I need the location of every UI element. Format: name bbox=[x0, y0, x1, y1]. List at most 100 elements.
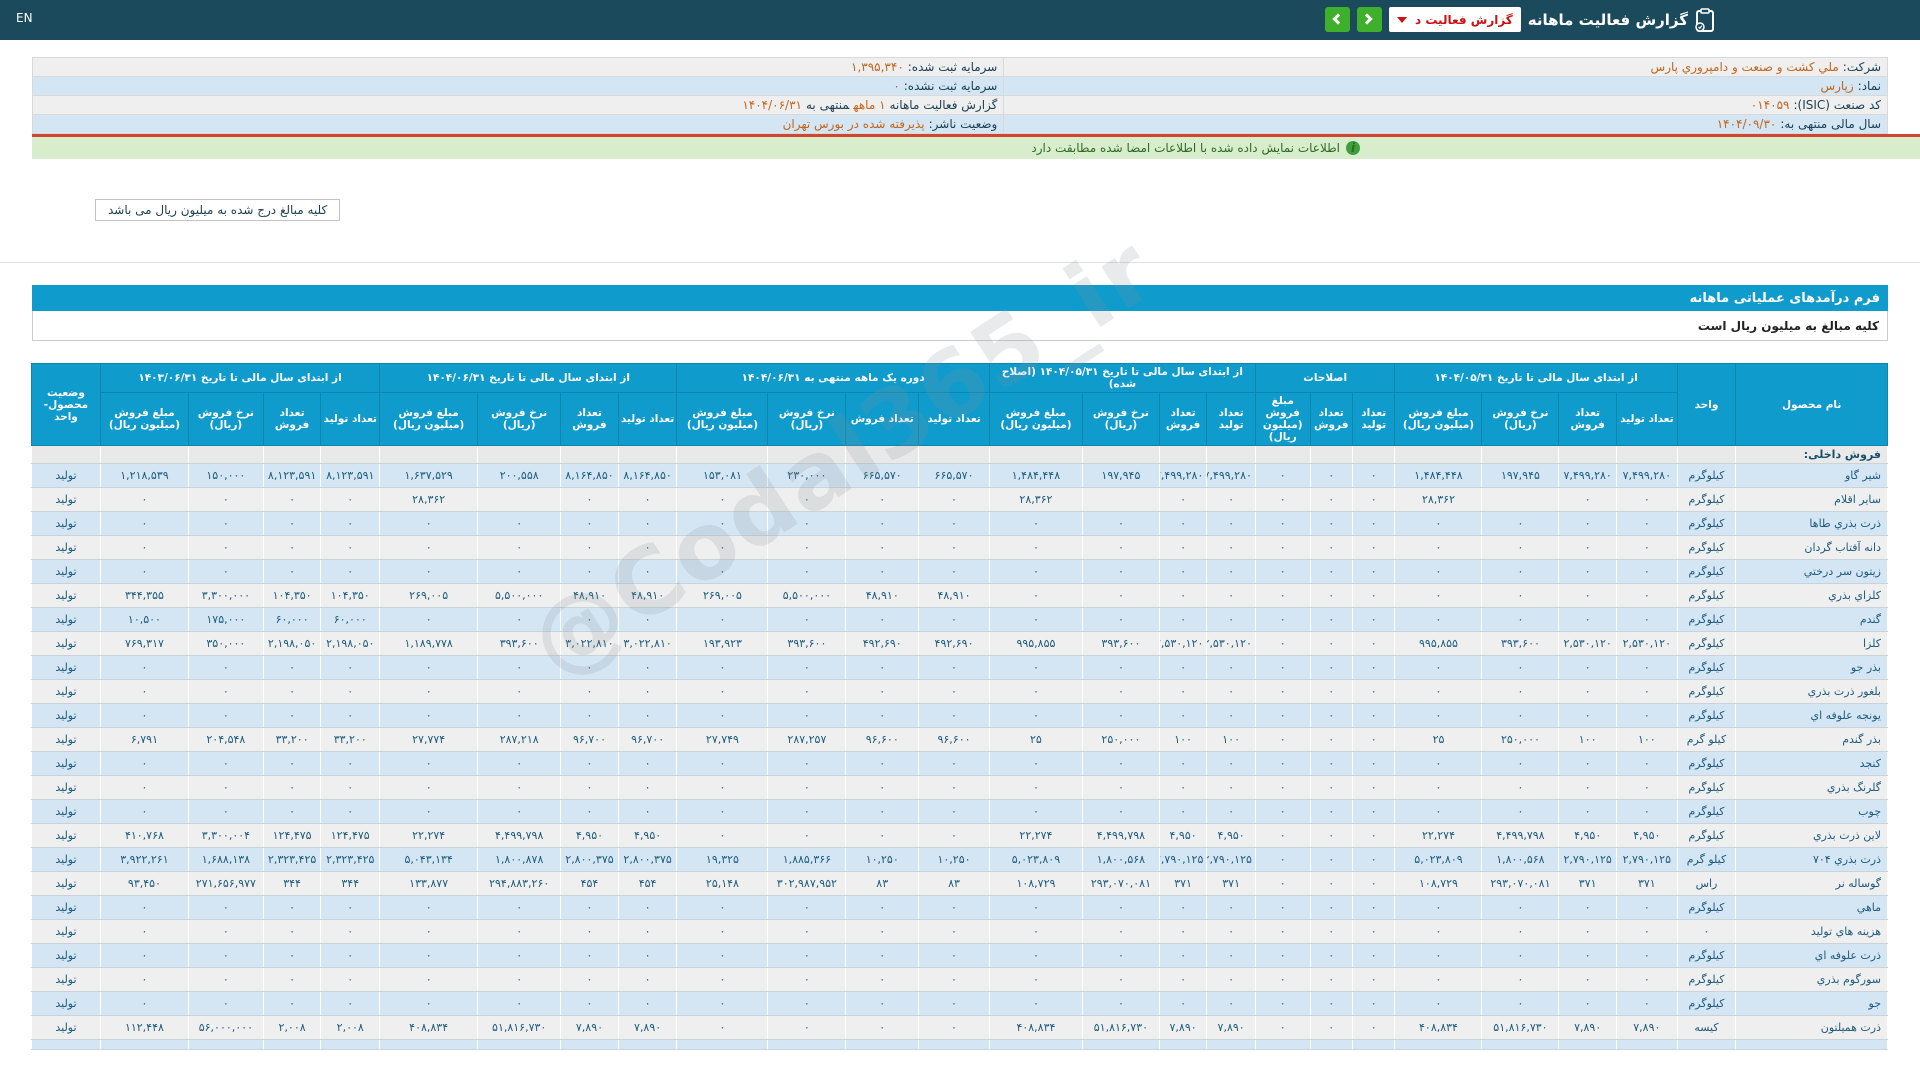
value-cell: ۰ bbox=[1482, 992, 1559, 1016]
value-cell: ۱۰,۲۵۰ bbox=[846, 848, 919, 872]
value-cell: ۰ bbox=[846, 800, 919, 824]
column-group-g0531: از ابتدای سال مالی تا تاریخ ۱۴۰۴/۰۵/۳۱ bbox=[1395, 364, 1677, 393]
value-cell: ۰ bbox=[321, 968, 380, 992]
next-report-button[interactable] bbox=[1357, 7, 1382, 32]
value-cell: ۱,۱۸۹,۷۷۸ bbox=[380, 632, 478, 656]
value-cell: ۰ bbox=[263, 944, 321, 968]
status-cell: تولید bbox=[32, 584, 101, 608]
value-cell: ۰ bbox=[1616, 992, 1677, 1016]
status-cell: تولید bbox=[32, 944, 101, 968]
unit-cell: کیلوگرم bbox=[1677, 992, 1736, 1016]
value-cell: ۲,۸۰۰,۳۷۵ bbox=[561, 848, 619, 872]
value-cell: ۰ bbox=[1559, 896, 1617, 920]
value-cell: ۰ bbox=[1616, 800, 1677, 824]
value-cell: ۰ bbox=[1082, 608, 1159, 632]
value-cell: ۰ bbox=[1353, 656, 1395, 680]
value-cell: ۰ bbox=[1559, 920, 1617, 944]
value-cell: ۰ bbox=[1395, 920, 1482, 944]
value-cell: ۰ bbox=[1159, 968, 1207, 992]
value-cell: ۰ bbox=[1353, 488, 1395, 512]
value-cell: ۰ bbox=[1207, 656, 1256, 680]
value-cell: ۰ bbox=[478, 536, 561, 560]
value-cell: ۰ bbox=[919, 920, 990, 944]
value-cell: ۱۰۰ bbox=[1159, 728, 1207, 752]
value-cell: ۹۶,۶۰۰ bbox=[919, 728, 990, 752]
value-cell: ۰ bbox=[677, 800, 768, 824]
empty-cell bbox=[32, 446, 101, 464]
value-cell: ۰ bbox=[919, 776, 990, 800]
status-cell: تولید bbox=[32, 968, 101, 992]
value-cell: ۷,۸۹۰ bbox=[618, 1016, 677, 1040]
value-cell: ۰ bbox=[1559, 488, 1617, 512]
value-cell: ۰ bbox=[1395, 656, 1482, 680]
horizontal-divider bbox=[0, 262, 1920, 263]
value-cell: ۰ bbox=[188, 752, 263, 776]
value-cell: ۰ bbox=[1395, 536, 1482, 560]
value-cell: ۱۵۳,۰۸۱ bbox=[677, 464, 768, 488]
value-cell: ۱,۸۰۰,۵۶۸ bbox=[1482, 848, 1559, 872]
info-value: ملي کشت و صنعت و دامپروري پارس bbox=[1647, 60, 1843, 74]
value-cell: ۰ bbox=[1255, 752, 1310, 776]
company-info-row: سال مالی منتهی به:۱۴۰۴/۰۹/۳۰وضعیت ناشر:پ… bbox=[33, 115, 1888, 134]
table-row: گوساله نرراس۳۷۱۳۷۱۲۹۳,۰۷۰,۰۸۱۱۰۸,۷۲۹۰۰۰۳… bbox=[32, 872, 1888, 896]
product-name-cell: ذرت علوفه اي bbox=[1736, 944, 1888, 968]
value-cell: ۰ bbox=[919, 560, 990, 584]
value-cell: ۰ bbox=[1482, 512, 1559, 536]
value-cell: ۸۳ bbox=[846, 872, 919, 896]
value-cell: ۲۵,۱۴۸ bbox=[677, 872, 768, 896]
top-bar: گزارش فعالیت ماهانه گزارش فعالیت د EN bbox=[0, 0, 1920, 40]
value-cell: ۰ bbox=[1395, 776, 1482, 800]
value-cell: ۰ bbox=[1255, 560, 1310, 584]
unit-cell: کیلوگرم bbox=[1677, 608, 1736, 632]
value-cell: ۴۸,۹۱۰ bbox=[561, 584, 619, 608]
value-cell: ۰ bbox=[1159, 608, 1207, 632]
table-row: یونجه علوفه ايکیلوگرم۰۰۰۰۰۰۰۰۰۰۰۰۰۰۰۰۰۰۰… bbox=[32, 704, 1888, 728]
value-cell: ۰ bbox=[768, 752, 846, 776]
value-cell: ۴,۹۵۰ bbox=[1159, 824, 1207, 848]
value-cell bbox=[1255, 1040, 1310, 1050]
value-cell: ۰ bbox=[618, 992, 677, 1016]
value-cell: ۰ bbox=[263, 896, 321, 920]
value-cell: ۵,۰۲۳,۸۰۹ bbox=[989, 848, 1082, 872]
value-cell: ۰ bbox=[919, 968, 990, 992]
value-cell: ۰ bbox=[1616, 896, 1677, 920]
value-cell: ۷,۴۹۹,۲۸۰ bbox=[1559, 464, 1617, 488]
value-cell: ۰ bbox=[846, 512, 919, 536]
value-cell: ۰ bbox=[677, 920, 768, 944]
value-cell: ۰ bbox=[919, 992, 990, 1016]
column-header-corrections-qty_produced: تعداد تولید bbox=[1353, 393, 1395, 446]
unit-cell: کیسه bbox=[1677, 1016, 1736, 1040]
value-cell bbox=[618, 1040, 677, 1050]
value-cell: ۰ bbox=[188, 944, 263, 968]
value-cell bbox=[1559, 1040, 1617, 1050]
value-cell: ۱۰۴,۳۵۰ bbox=[263, 584, 321, 608]
column-header-product: نام محصول bbox=[1736, 364, 1888, 446]
value-cell: ۲,۷۹۰,۱۲۵ bbox=[1616, 848, 1677, 872]
value-cell: ۰ bbox=[321, 704, 380, 728]
column-group-g0531_adjusted: از ابتدای سال مالی تا تاریخ ۱۴۰۴/۰۵/۳۱ (… bbox=[989, 364, 1255, 393]
value-cell: ۰ bbox=[1559, 680, 1617, 704]
value-cell: ۰ bbox=[1255, 632, 1310, 656]
language-toggle-en[interactable]: EN bbox=[16, 11, 33, 25]
signature-notice-bar: i اطلاعات نمایش داده شده با اطلاعات امضا… bbox=[32, 137, 1920, 159]
value-cell: ۲۰۴,۵۴۸ bbox=[188, 728, 263, 752]
info-value: ۱ ماهه bbox=[849, 98, 889, 112]
company-info-row: شرکت:ملي کشت و صنعت و دامپروري پارسسرمای… bbox=[33, 58, 1888, 77]
value-cell: ۰ bbox=[919, 680, 990, 704]
value-cell: ۰ bbox=[1353, 800, 1395, 824]
value-cell: ۰ bbox=[1159, 800, 1207, 824]
previous-report-button[interactable] bbox=[1325, 7, 1350, 32]
column-header-g0531_adjusted-amount: مبلغ فروش (میلیون ریال) bbox=[989, 393, 1082, 446]
value-cell: ۰ bbox=[677, 536, 768, 560]
value-cell: ۰ bbox=[1207, 704, 1256, 728]
table-row: گلرنگ بذريکیلوگرم۰۰۰۰۰۰۰۰۰۰۰۰۰۰۰۰۰۰۰۰۰۰۰… bbox=[32, 776, 1888, 800]
empty-cell bbox=[919, 446, 990, 464]
report-type-dropdown[interactable]: گزارش فعالیت د bbox=[1389, 7, 1521, 32]
value-cell: ۰ bbox=[1310, 488, 1352, 512]
value-cell: ۰ bbox=[1482, 704, 1559, 728]
value-cell: ۱,۴۸۴,۴۴۸ bbox=[1395, 464, 1482, 488]
value-cell: ۰ bbox=[263, 776, 321, 800]
value-cell: ۰ bbox=[618, 512, 677, 536]
value-cell: ۰ bbox=[478, 920, 561, 944]
value-cell: ۲۸۷,۲۱۸ bbox=[478, 728, 561, 752]
